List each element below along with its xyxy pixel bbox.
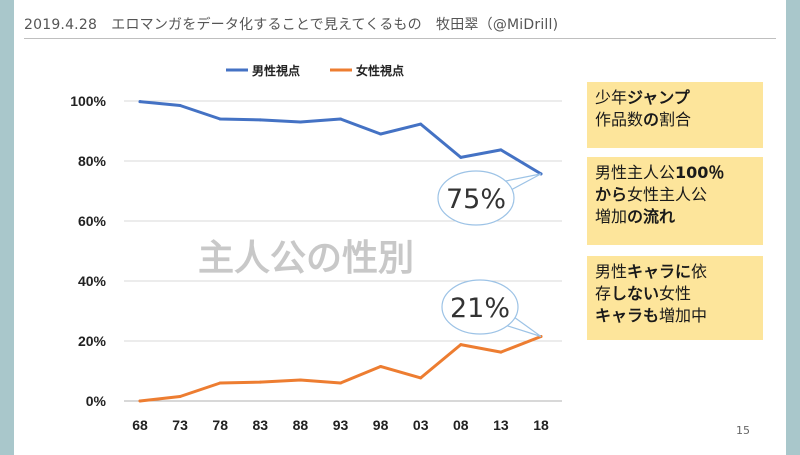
note-text-segment: 増加中 [659,306,708,325]
watermark-text: 主人公の性別 [198,238,414,279]
series-lines [138,100,543,403]
callouts: 75% 21% [437,170,542,338]
data-point [138,100,142,104]
note-male-to-female: 男性主人公100％ から女性主人公増加の流れ [587,157,763,245]
y-axis-ticks: 0% 20% 40% 60% 80% 100% [70,93,106,409]
header-divider [24,38,776,39]
x-tick-label: 78 [212,417,228,433]
data-point [339,381,342,385]
line-chart: 0% 20% 40% 60% 80% 100% 68 73 78 83 88 93 98 03 08 13 1… [70,63,562,433]
note-text-segment: 女性 [659,284,692,303]
note-text-segment: 男性 [595,262,628,281]
y-tick-label: 0% [86,393,107,409]
data-point [459,343,463,347]
x-axis-ticks: 68 73 78 83 88 93 98 03 08 13 18 [132,417,549,433]
data-point [459,155,463,159]
callout-label: 75% [446,184,506,215]
note-text-segment: 作品数 [595,110,644,129]
data-point [298,378,302,382]
note-text-segment: から [595,185,628,204]
page-number: 15 [736,424,750,437]
data-point [339,117,342,121]
series-line [138,100,543,176]
y-tick-label: 40% [78,273,107,289]
x-tick-label: 88 [293,417,309,433]
x-tick-label: 83 [253,417,269,433]
data-point [419,122,423,126]
x-tick-label: 18 [533,417,549,433]
note-text-segment: 割合 [659,110,692,129]
legend-label: 女性視点 [356,63,404,78]
x-tick-label: 93 [333,417,349,433]
legend-label: 男性視点 [252,63,300,78]
slide-header: 2019.4.28 エロマンガをデータ化することで見えてくるもの 牧田翠（@Mi… [24,17,559,33]
data-point [499,148,503,152]
y-tick-label: 80% [78,153,107,169]
legend: 男性視点 女性視点 [226,63,404,78]
data-point [379,365,383,368]
x-tick-label: 73 [172,417,188,433]
data-point [218,117,222,121]
slide: 2019.4.28 エロマンガをデータ化することで見えてくるもの 牧田翠（@Mi… [14,0,786,455]
note-jump-ratio: 少年ジャンプ作品数の割合 [587,82,763,148]
note-text-segment: 増加 [595,207,628,226]
data-point [419,376,423,380]
data-point [218,381,222,385]
x-tick-label: 13 [493,417,509,433]
series-line [138,335,543,403]
data-point [379,132,383,136]
data-point [178,104,182,107]
note-text-segment: 男性主人公 [595,163,676,182]
x-tick-label: 68 [132,417,148,433]
note-text-segment: しない [611,284,660,303]
note-text-segment: ジャンプ [627,88,690,107]
note-text-segment: 女性主人公 [627,185,708,204]
y-tick-label: 60% [78,213,107,229]
data-point [258,118,262,122]
x-tick-label: 03 [413,417,429,433]
note-text-segment: の流れ [627,207,676,226]
callout-bubble [441,279,519,335]
note-text-segment: 少年 [595,88,628,107]
data-point [499,350,503,354]
note-text-segment: の [643,110,660,129]
y-tick-label: 100% [70,93,106,109]
callout-bubble [437,170,515,226]
note-text-segment: 存 [595,284,612,303]
gridlines [124,100,562,402]
data-point [298,120,302,124]
data-point [178,395,182,398]
data-point [138,399,142,403]
note-independent-female: 男性キャラに依存しない女性キャラも増加中 [587,256,763,340]
note-text-segment: キャラに [627,262,692,281]
note-text-segment: 依 [691,262,708,281]
x-tick-label: 98 [373,417,389,433]
callout-label: 21% [450,293,510,324]
note-text-segment: 100％ [675,163,725,182]
x-tick-label: 08 [453,417,469,433]
note-text-segment: キャラも [595,306,660,325]
data-point [258,380,262,384]
y-tick-label: 20% [78,333,107,349]
